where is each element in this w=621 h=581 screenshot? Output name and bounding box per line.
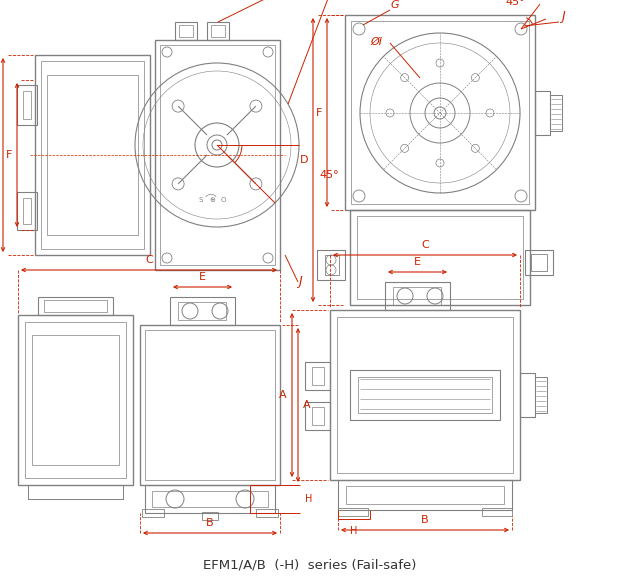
Bar — [35, 55, 150, 255]
Bar — [338, 480, 512, 510]
Bar — [44, 300, 107, 312]
Bar — [178, 302, 226, 320]
Bar — [346, 486, 504, 504]
Bar — [345, 15, 535, 210]
Bar — [312, 407, 324, 425]
Text: F: F — [315, 107, 322, 117]
Bar — [358, 377, 492, 413]
Bar — [357, 216, 523, 299]
Bar — [482, 508, 512, 516]
Text: E: E — [414, 257, 421, 267]
Bar — [351, 21, 529, 204]
Bar — [531, 254, 547, 271]
Bar — [338, 508, 368, 516]
Bar — [160, 45, 275, 265]
Bar — [393, 287, 441, 305]
Bar — [305, 402, 330, 430]
Bar — [175, 22, 197, 40]
Bar — [18, 315, 133, 485]
Bar — [41, 61, 144, 249]
Bar — [17, 85, 37, 125]
Text: B: B — [206, 518, 214, 528]
Bar — [317, 250, 345, 280]
Bar — [520, 373, 535, 417]
Bar — [385, 282, 450, 310]
Text: ⊕: ⊕ — [209, 197, 215, 203]
Text: O: O — [220, 197, 225, 203]
Bar — [211, 25, 225, 37]
Bar — [550, 95, 562, 131]
Bar — [337, 317, 513, 473]
Text: C: C — [421, 240, 429, 250]
Bar — [23, 198, 31, 224]
Text: 45°: 45° — [319, 170, 338, 180]
Bar — [17, 192, 37, 230]
Text: H: H — [350, 526, 358, 536]
Bar — [25, 322, 126, 478]
Bar — [145, 330, 275, 480]
Bar — [207, 22, 229, 40]
Bar — [305, 362, 330, 390]
Text: J: J — [298, 275, 302, 288]
Bar — [350, 210, 530, 305]
Bar — [525, 250, 553, 275]
Text: D: D — [299, 155, 308, 165]
Text: A: A — [279, 390, 287, 400]
Text: C: C — [145, 255, 153, 265]
Bar — [38, 297, 113, 315]
Text: H: H — [305, 494, 312, 504]
Text: F: F — [6, 150, 12, 160]
Bar — [350, 370, 500, 420]
Bar — [179, 25, 193, 37]
Bar — [28, 485, 123, 499]
Bar — [312, 367, 324, 385]
Text: S: S — [199, 197, 203, 203]
Bar — [170, 297, 235, 325]
Bar — [140, 325, 280, 485]
Bar — [330, 310, 520, 480]
Bar — [47, 75, 138, 235]
Bar — [142, 509, 164, 517]
Bar — [202, 512, 218, 520]
Text: B: B — [421, 515, 429, 525]
Text: 45°: 45° — [505, 0, 525, 7]
Bar — [256, 509, 278, 517]
Bar — [535, 377, 547, 413]
Bar — [535, 91, 550, 135]
Bar — [23, 91, 31, 119]
Bar — [145, 485, 275, 513]
Bar — [325, 255, 339, 275]
Bar — [152, 491, 268, 507]
Text: A: A — [303, 400, 310, 410]
Bar — [32, 335, 119, 465]
Text: J: J — [561, 10, 565, 23]
Text: G: G — [391, 0, 399, 10]
Text: ØI: ØI — [370, 37, 382, 47]
Bar — [155, 40, 280, 270]
Text: EFM1/A/B  (-H)  series (Fail-safe): EFM1/A/B (-H) series (Fail-safe) — [203, 558, 417, 572]
Text: E: E — [199, 272, 206, 282]
